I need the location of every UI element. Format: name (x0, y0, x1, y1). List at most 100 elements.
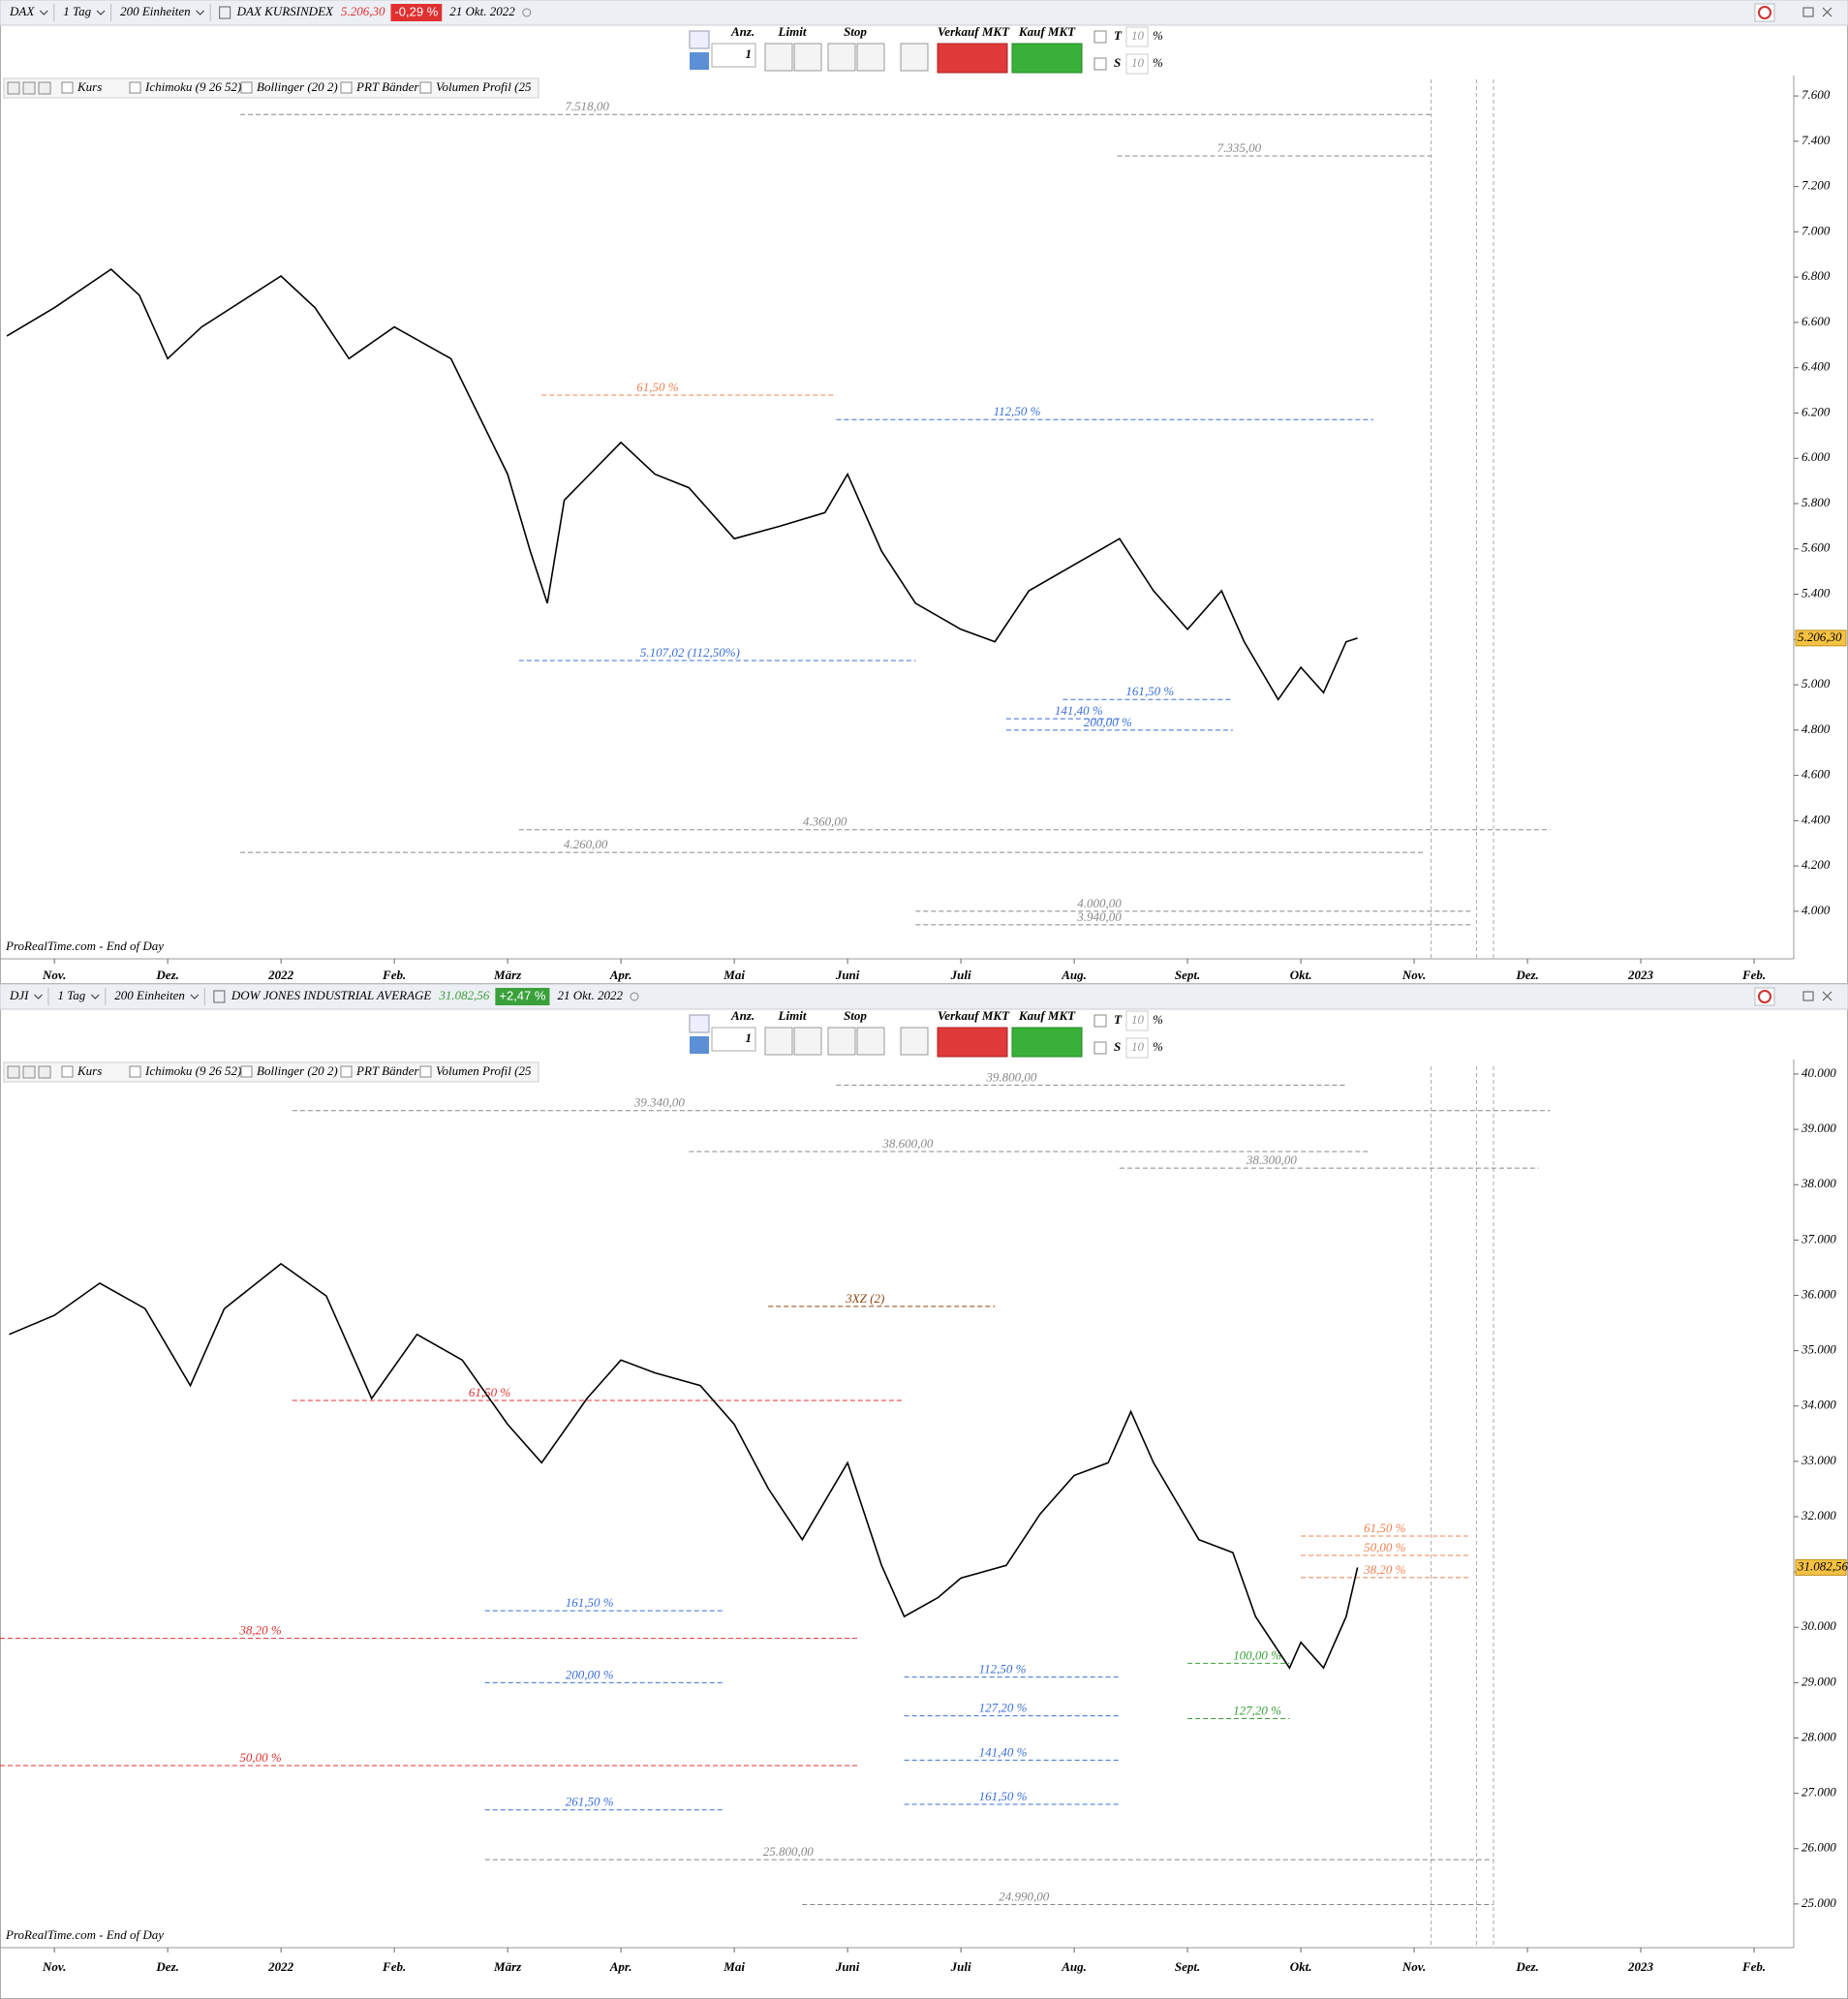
indicator-tool[interactable] (38, 1065, 51, 1079)
indicator-label: Bollinger (20 2) (257, 1063, 338, 1078)
dropdown-arrow (90, 994, 100, 1000)
pct-input[interactable] (1125, 53, 1149, 75)
window-close[interactable] (1822, 7, 1833, 17)
indicator-tool[interactable] (7, 81, 20, 95)
order-button[interactable] (856, 43, 885, 72)
calculator-button[interactable] (690, 52, 709, 70)
checkbox[interactable] (340, 81, 353, 94)
alert-icon[interactable] (522, 8, 532, 17)
checkbox[interactable] (240, 81, 253, 94)
header-separator (110, 4, 112, 21)
checkbox[interactable] (1093, 1014, 1107, 1028)
order-button[interactable] (900, 1027, 929, 1056)
chart-panel: DAX 1 Tag 200 Einheiten DAX KURSINDEX 5.206,… (0, 0, 1848, 984)
order-button[interactable] (900, 43, 929, 72)
window-close[interactable] (1822, 991, 1833, 1001)
header-bar (0, 0, 1848, 26)
y-tick-label: 27.000 (1802, 1785, 1836, 1799)
checkbox[interactable] (129, 1065, 141, 1078)
window-restore[interactable] (1802, 7, 1814, 17)
indicator-tool[interactable] (7, 1065, 20, 1079)
level-label: 39.800,00 (985, 1069, 1037, 1084)
checkbox[interactable] (1093, 1041, 1107, 1055)
level-label: 100,00 % (1233, 1647, 1281, 1662)
checkbox[interactable] (1093, 57, 1107, 71)
checkbox[interactable] (1093, 30, 1107, 44)
settings-button[interactable] (689, 1014, 710, 1033)
order-button[interactable] (793, 1027, 822, 1056)
header-dropdown[interactable]: 1 Tag (58, 988, 86, 1002)
level-label: 200,00 % (566, 1667, 614, 1681)
qty-input[interactable] (711, 1027, 756, 1052)
checkbox[interactable] (419, 81, 432, 94)
pct-input[interactable] (1125, 1010, 1149, 1031)
qty-input[interactable] (711, 43, 756, 68)
buy-button[interactable] (1011, 1027, 1083, 1058)
header-dropdown[interactable]: 200 Einheiten (120, 4, 191, 18)
pct-input[interactable] (1125, 1037, 1149, 1059)
order-button[interactable] (764, 43, 793, 72)
instrument-name: DAX KURSINDEX (236, 4, 334, 18)
level-label: 25.800,00 (763, 1844, 815, 1859)
indicator-label: Volumen Profil (25 (436, 79, 532, 94)
footer-credit: ProRealTime.com - End of Day (5, 1927, 164, 1942)
y-tick-label: 35.000 (1801, 1342, 1836, 1357)
toolbar-check-label: T (1114, 28, 1123, 43)
level-label: 38.300,00 (1246, 1153, 1298, 1167)
pct-input[interactable] (1125, 26, 1149, 47)
header-date: 21 Okt. 2022 (449, 4, 515, 18)
y-tick-label: 5.000 (1802, 676, 1831, 691)
x-tick-label: Apr. (609, 968, 632, 982)
toolbar-check-label: S (1114, 1039, 1121, 1054)
checkbox[interactable] (419, 1065, 432, 1078)
header-dropdown[interactable]: 1 Tag (63, 4, 91, 18)
indicator-tool[interactable] (22, 1065, 36, 1079)
header-dropdown[interactable]: 200 Einheiten (114, 988, 185, 1002)
window-restore[interactable] (1802, 991, 1814, 1001)
x-tick-label: März (493, 968, 522, 982)
order-button[interactable] (764, 1027, 793, 1056)
header-dropdown[interactable]: DJI (9, 988, 29, 1002)
order-button[interactable] (827, 43, 856, 72)
x-tick-label: März (493, 1959, 522, 1974)
settings-button[interactable] (689, 30, 710, 49)
y-tick-label: 6.200 (1802, 404, 1831, 418)
y-tick-label: 4.000 (1802, 903, 1831, 917)
checkbox[interactable] (129, 81, 141, 94)
x-tick-label: Juni (835, 1959, 860, 1974)
indicator-label: Volumen Profil (25 (436, 1063, 532, 1078)
indicator-label: PRT Bänder (355, 1063, 419, 1078)
level-label: 141,40 % (1055, 703, 1103, 718)
buy-button[interactable] (1011, 43, 1083, 74)
y-tick-label: 34.000 (1801, 1398, 1836, 1412)
x-tick-label: Mai (723, 1959, 745, 1974)
y-tick-label: 37.000 (1801, 1231, 1836, 1246)
order-button[interactable] (793, 43, 822, 72)
level-label: 7.335,00 (1217, 140, 1262, 155)
x-tick-label: Apr. (609, 1959, 632, 1974)
change-badge (495, 988, 550, 1005)
y-tick-label: 6.800 (1802, 268, 1831, 283)
y-tick-label: 4.800 (1802, 722, 1831, 736)
indicator-tool[interactable] (38, 81, 51, 95)
checkbox[interactable] (240, 1065, 253, 1078)
indicator-tool[interactable] (22, 81, 36, 95)
alert-icon[interactable] (630, 992, 639, 1001)
header-separator (105, 988, 107, 1005)
order-button[interactable] (856, 1027, 885, 1056)
checkbox[interactable] (61, 1065, 74, 1078)
pct-value: 10 (1131, 55, 1145, 70)
qty-label: Anz. (730, 24, 755, 39)
checkbox[interactable] (61, 81, 74, 94)
calculator-button[interactable] (690, 1036, 709, 1054)
order-label: Limit (778, 24, 807, 39)
x-tick-label: Nov. (42, 968, 66, 982)
sell-button[interactable] (937, 43, 1008, 74)
order-button[interactable] (827, 1027, 856, 1056)
header-dropdown[interactable]: DAX (9, 4, 35, 18)
sell-button[interactable] (937, 1027, 1008, 1058)
checkbox[interactable] (340, 1065, 353, 1078)
y-tick-label: 7.400 (1802, 133, 1831, 147)
toolbar-check-label: T (1114, 1012, 1123, 1027)
y-tick-label: 6.400 (1802, 359, 1831, 374)
